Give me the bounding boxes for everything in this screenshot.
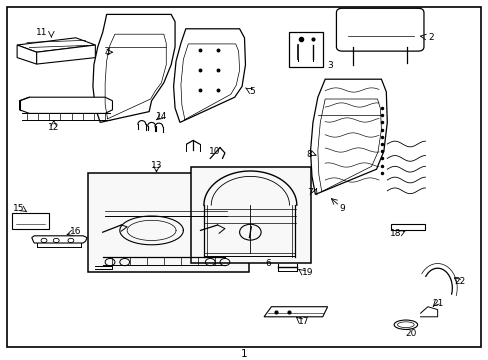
Text: 7: 7: [306, 188, 312, 197]
Text: 14: 14: [155, 112, 167, 121]
Text: 1: 1: [241, 348, 247, 359]
Polygon shape: [17, 45, 37, 64]
Text: 19: 19: [302, 269, 313, 277]
Text: 2: 2: [427, 33, 433, 42]
Bar: [12, 213, 49, 229]
Bar: [390, 224, 425, 230]
Text: 9: 9: [339, 204, 345, 213]
Bar: [88, 173, 249, 272]
Bar: [288, 32, 322, 67]
Text: 4: 4: [104, 48, 110, 57]
Text: 22: 22: [453, 277, 465, 286]
Ellipse shape: [393, 320, 417, 329]
Polygon shape: [93, 14, 175, 122]
Text: 16: 16: [70, 227, 81, 236]
Text: 18: 18: [389, 230, 401, 239]
Text: 13: 13: [150, 161, 162, 170]
Text: 17: 17: [298, 317, 309, 325]
Text: 12: 12: [48, 123, 60, 132]
Text: 10: 10: [209, 147, 221, 156]
Text: 6: 6: [264, 259, 270, 268]
Polygon shape: [37, 45, 95, 64]
FancyBboxPatch shape: [336, 8, 423, 51]
Polygon shape: [32, 236, 87, 243]
Text: 20: 20: [404, 328, 416, 338]
Text: 15: 15: [13, 204, 24, 213]
Text: 11: 11: [36, 28, 47, 37]
Polygon shape: [173, 29, 245, 122]
Ellipse shape: [397, 322, 413, 328]
Bar: [190, 167, 310, 263]
Polygon shape: [20, 97, 112, 113]
Text: 21: 21: [431, 299, 443, 307]
Text: 3: 3: [326, 61, 332, 70]
Polygon shape: [310, 79, 386, 194]
Text: 8: 8: [305, 150, 311, 159]
Polygon shape: [264, 307, 327, 317]
Text: 5: 5: [249, 87, 255, 96]
Polygon shape: [17, 38, 95, 52]
